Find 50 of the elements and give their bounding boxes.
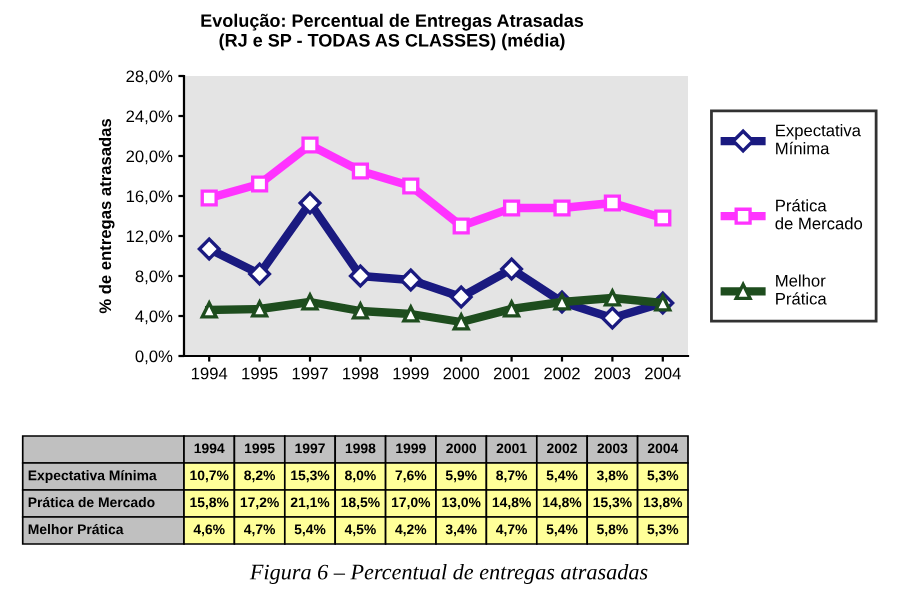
point [250, 300, 269, 318]
y-tick-label: 4,0% [135, 310, 173, 325]
legend-label: Melhor Prática [776, 274, 827, 305]
point [449, 285, 473, 309]
point [301, 136, 319, 154]
legend-label: Prática de Mercado [775, 199, 863, 230]
point [351, 162, 370, 180]
y-tick-label: 8,0% [135, 270, 173, 285]
y-axis-title: % de entregas atrasadas [98, 118, 115, 314]
point [351, 302, 370, 320]
point [553, 199, 571, 217]
point [500, 257, 524, 281]
point [452, 313, 470, 331]
x-tick-label: 2004 [645, 367, 681, 380]
point [502, 199, 521, 217]
point [502, 300, 521, 318]
point [600, 306, 624, 330]
y-tick-label: 0,0% [135, 350, 173, 365]
point [399, 268, 423, 292]
point [348, 264, 372, 288]
point [452, 217, 470, 235]
x-tick-label: 1998 [343, 367, 379, 380]
point [402, 305, 420, 323]
y-tick-label: 16,0% [126, 190, 173, 205]
x-tick-label: 2003 [594, 367, 631, 380]
point [200, 301, 218, 319]
point [248, 262, 272, 286]
x-tick-label: 1994 [191, 367, 228, 380]
point [200, 189, 218, 207]
x-tick-label: 1999 [393, 367, 429, 380]
x-tick-label: 2001 [493, 367, 530, 380]
x-tick-label: 2002 [544, 367, 580, 380]
y-tick-label: 24,0% [126, 110, 173, 125]
y-tick-label: 20,0% [126, 150, 173, 165]
point [654, 209, 672, 227]
x-tick-label: 2000 [443, 367, 480, 380]
point [603, 289, 622, 307]
point [298, 191, 322, 215]
text: Figura 6 – Percentual de entregas atrasadas [249, 563, 648, 585]
point [603, 194, 622, 212]
point [250, 175, 269, 193]
point [197, 237, 221, 261]
x-tick-label: 1995 [242, 367, 278, 380]
legend-label: Expectativa Mínima [776, 124, 861, 155]
x-tick-label: 1997 [292, 367, 328, 380]
chart-title: Evolução: Percentual de Entregas Atrasadas (RJ e SP - TODAS AS CLASSES) (média) [201, 13, 584, 51]
point [301, 293, 319, 311]
y-tick-label: 28,0% [126, 70, 173, 85]
point [402, 177, 420, 195]
y-tick-label: 12,0% [126, 230, 173, 245]
